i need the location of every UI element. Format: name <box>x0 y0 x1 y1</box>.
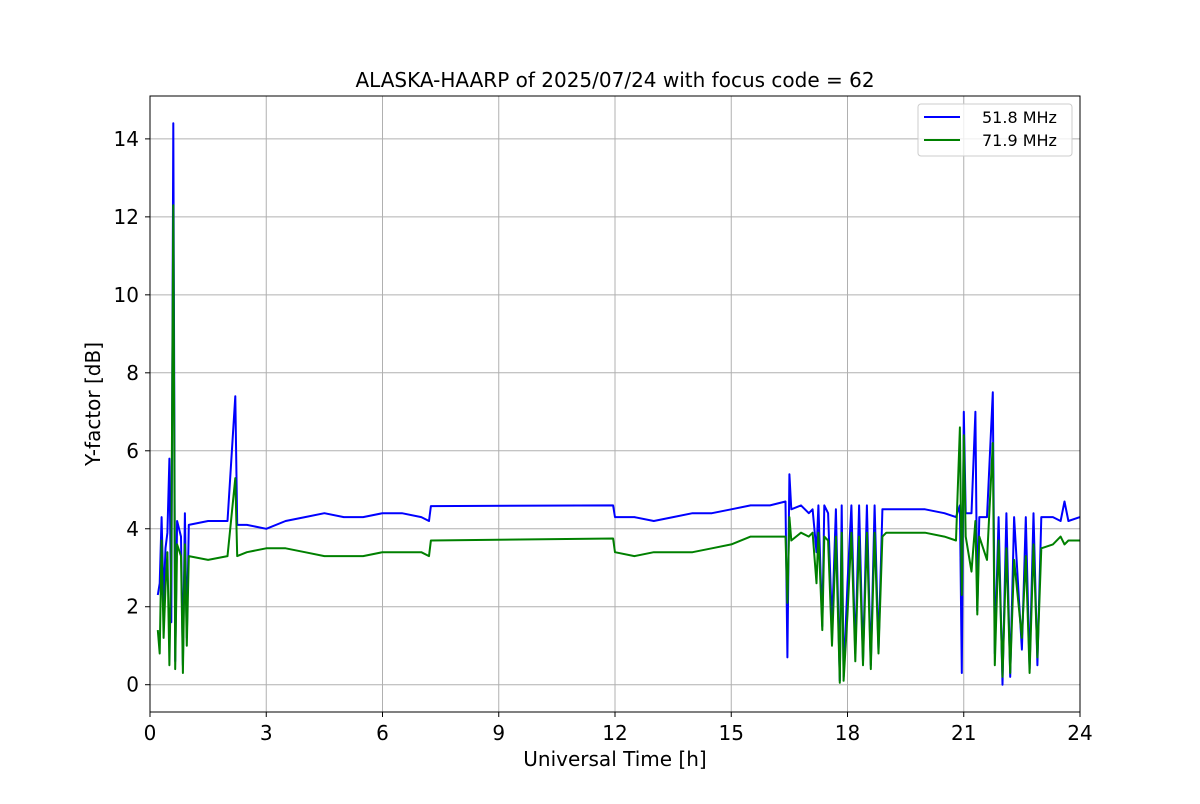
legend-label-51-8-mhz: 51.8 MHz <box>982 108 1057 127</box>
x-tick-label: 24 <box>1067 721 1092 745</box>
x-tick-label: 18 <box>835 721 860 745</box>
y-tick-label: 2 <box>126 595 139 619</box>
y-tick-label: 10 <box>114 283 139 307</box>
chart-title: ALASKA-HAARP of 2025/07/24 with focus co… <box>355 68 874 92</box>
y-tick-label: 0 <box>126 673 139 697</box>
x-tick-label: 0 <box>144 721 157 745</box>
x-tick-label: 21 <box>951 721 976 745</box>
legend: 51.8 MHz 71.9 MHz <box>917 103 1073 157</box>
legend-label-71-9-mhz: 71.9 MHz <box>982 131 1057 150</box>
series-lines <box>156 122 1081 686</box>
y-axis-label: Y-factor [dB] <box>81 342 105 467</box>
y-tick-label: 8 <box>126 361 139 385</box>
x-tick-label: 6 <box>376 721 389 745</box>
y-tick-label: 12 <box>114 205 139 229</box>
x-tick-label: 15 <box>719 721 744 745</box>
y-tick-label: 14 <box>114 127 139 151</box>
series-line-71-9-mhz <box>156 204 1080 684</box>
x-axis-label: Universal Time [h] <box>523 747 706 771</box>
x-tick-label: 3 <box>260 721 273 745</box>
y-tick-label: 4 <box>126 517 139 541</box>
x-tick-label: 9 <box>492 721 505 745</box>
x-tick-label: 12 <box>602 721 627 745</box>
y-tick-label: 6 <box>126 439 139 463</box>
